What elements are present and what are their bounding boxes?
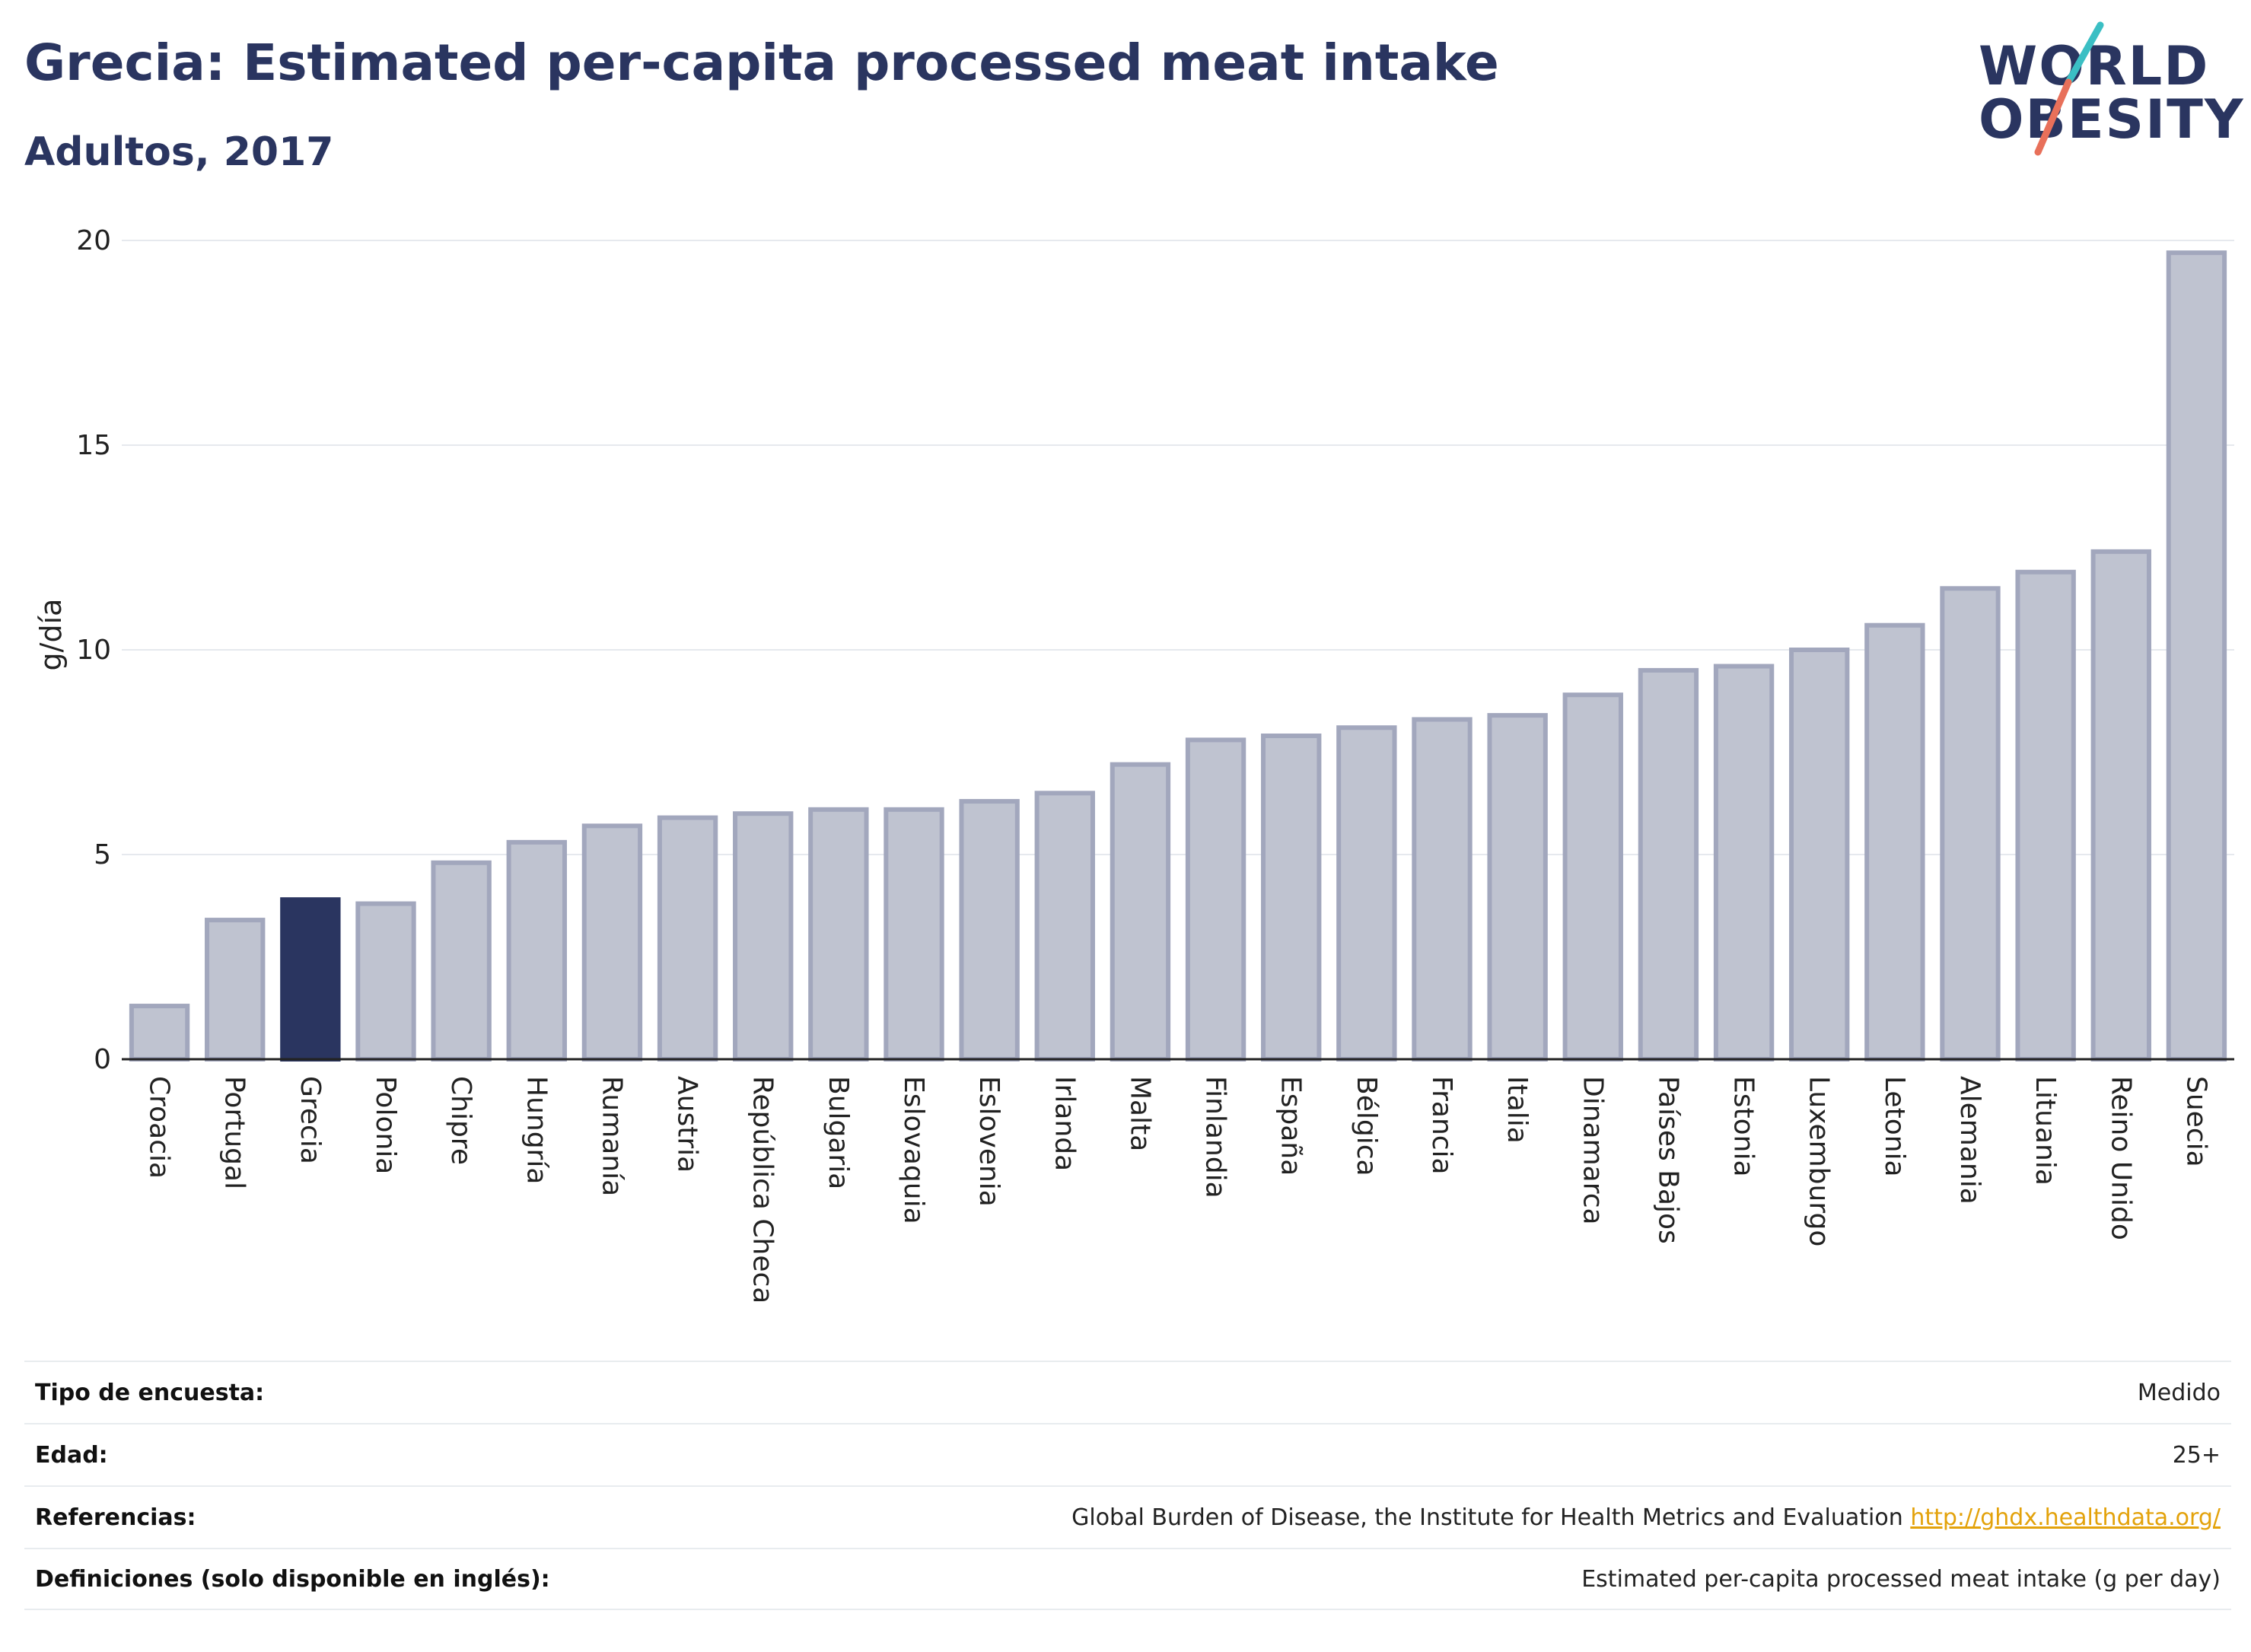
bar-suecia xyxy=(2166,250,2227,1062)
x-tick-label: Bulgaria xyxy=(823,1076,854,1189)
x-tick-label: Polonia xyxy=(370,1076,401,1174)
bar-eslovenia xyxy=(959,799,1020,1062)
x-tick-label: Países Bajos xyxy=(1652,1076,1683,1244)
reference-text: Global Burden of Disease, the Institute … xyxy=(1071,1504,1903,1531)
x-tick-label: Bélgica xyxy=(1351,1076,1382,1176)
x-tick-label: Letonia xyxy=(1879,1076,1910,1177)
bar-malta xyxy=(1110,762,1171,1062)
info-label: Referencias: xyxy=(35,1504,196,1531)
bar-finlandia xyxy=(1185,737,1246,1062)
x-tick-label: Hungría xyxy=(521,1076,552,1184)
y-tick-label: 15 xyxy=(76,430,111,461)
x-tick-label: Austria xyxy=(672,1076,703,1173)
x-tick-label: España xyxy=(1275,1076,1307,1176)
x-tick-label: Portugal xyxy=(219,1076,250,1189)
info-row-definitions: Definiciones (solo disponible en inglés)… xyxy=(24,1548,2231,1610)
bar-lituania xyxy=(2015,569,2076,1062)
x-tick-label: Chipre xyxy=(445,1076,476,1165)
x-tick-label: Malta xyxy=(1124,1076,1155,1151)
info-label: Definiciones (solo disponible en inglés)… xyxy=(35,1565,550,1593)
bar-dinamarca xyxy=(1562,692,1623,1062)
info-value: Global Burden of Disease, the Institute … xyxy=(1071,1504,2221,1531)
x-tick-label: Italia xyxy=(1501,1076,1533,1144)
bar-grecia xyxy=(280,897,341,1062)
info-value: Estimated per-capita processed meat inta… xyxy=(1581,1565,2221,1593)
y-tick-label: 20 xyxy=(76,225,111,256)
world-obesity-logo: WORLD OBESITY xyxy=(1979,21,2243,166)
bar-eslovaquia xyxy=(884,807,944,1062)
x-tick-label: Eslovaquia xyxy=(898,1076,929,1224)
bar-reino-unido xyxy=(2090,549,2151,1062)
y-tick-label: 10 xyxy=(76,635,111,666)
bar-alemania xyxy=(1940,586,2001,1062)
bar-francia xyxy=(1412,717,1473,1062)
x-tick-label: Dinamarca xyxy=(1577,1076,1608,1225)
bar-rumanía xyxy=(581,823,643,1062)
bar-españa xyxy=(1261,733,1322,1062)
info-value: 25+ xyxy=(2172,1441,2221,1469)
bar-irlanda xyxy=(1034,791,1095,1062)
info-row-survey-type: Tipo de encuesta: Medido xyxy=(24,1361,2231,1423)
info-label: Edad: xyxy=(35,1441,108,1469)
chart-subtitle: Adultos, 2017 xyxy=(24,129,334,175)
logo-slash-icon xyxy=(2034,21,2104,156)
bar-portugal xyxy=(205,918,266,1062)
bar-croacia xyxy=(129,1004,190,1062)
bar-polonia xyxy=(355,901,416,1062)
x-tick-label: Luxemburgo xyxy=(1804,1076,1835,1246)
info-value: Medido xyxy=(2137,1379,2221,1406)
x-tick-label: Suecia xyxy=(2180,1076,2211,1167)
x-tick-label: Francia xyxy=(1426,1076,1457,1175)
bar-italia xyxy=(1487,713,1548,1062)
x-tick-label: Alemania xyxy=(1954,1076,1985,1205)
bar-chart: 0 5 10 15 20 g/día Croacia Portugal Grecia Poloni… xyxy=(34,225,2234,1303)
logo-line-2: OBESITY xyxy=(1979,88,2245,151)
bar-estonia xyxy=(1713,664,1775,1062)
bar-hungría xyxy=(506,839,567,1062)
info-label: Tipo de encuesta: xyxy=(35,1379,265,1406)
bar-chipre xyxy=(431,860,492,1062)
bar-países-bajos xyxy=(1638,667,1699,1062)
bar-letonia xyxy=(1864,622,1925,1062)
info-table: Tipo de encuesta: Medido Edad: 25+ Refer… xyxy=(24,1361,2231,1610)
logo-line-1: WORLD xyxy=(1979,35,2210,97)
x-tick-label: Eslovenia xyxy=(973,1076,1005,1207)
x-tick-label: Lituania xyxy=(2030,1076,2061,1186)
bar-bélgica xyxy=(1336,725,1397,1062)
chart-title: Grecia: Estimated per-capita processed m… xyxy=(24,33,1499,92)
x-tick-label: Irlanda xyxy=(1049,1076,1080,1171)
x-tick-label: Reino Unido xyxy=(2105,1076,2136,1240)
y-tick-label: 5 xyxy=(94,839,111,871)
y-tick-label: 0 xyxy=(94,1044,111,1075)
x-tick-label: Grecia xyxy=(295,1076,326,1164)
bar-república-checa xyxy=(733,811,794,1062)
x-tick-label: Finlandia xyxy=(1200,1076,1231,1198)
x-tick-label: Croacia xyxy=(144,1076,175,1179)
x-tick-label: República Checa xyxy=(747,1076,778,1303)
bar-luxemburgo xyxy=(1789,648,1850,1062)
info-row-references: Referencias: Global Burden of Disease, t… xyxy=(24,1485,2231,1548)
y-axis-label: g/día xyxy=(34,599,68,671)
bar-bulgaria xyxy=(808,807,869,1062)
info-row-age: Edad: 25+ xyxy=(24,1423,2231,1485)
x-tick-label: Rumanía xyxy=(596,1076,627,1196)
bar-austria xyxy=(657,815,718,1062)
x-tick-label: Estonia xyxy=(1728,1076,1759,1177)
reference-link[interactable]: http://ghdx.healthdata.org/ xyxy=(1910,1504,2221,1531)
